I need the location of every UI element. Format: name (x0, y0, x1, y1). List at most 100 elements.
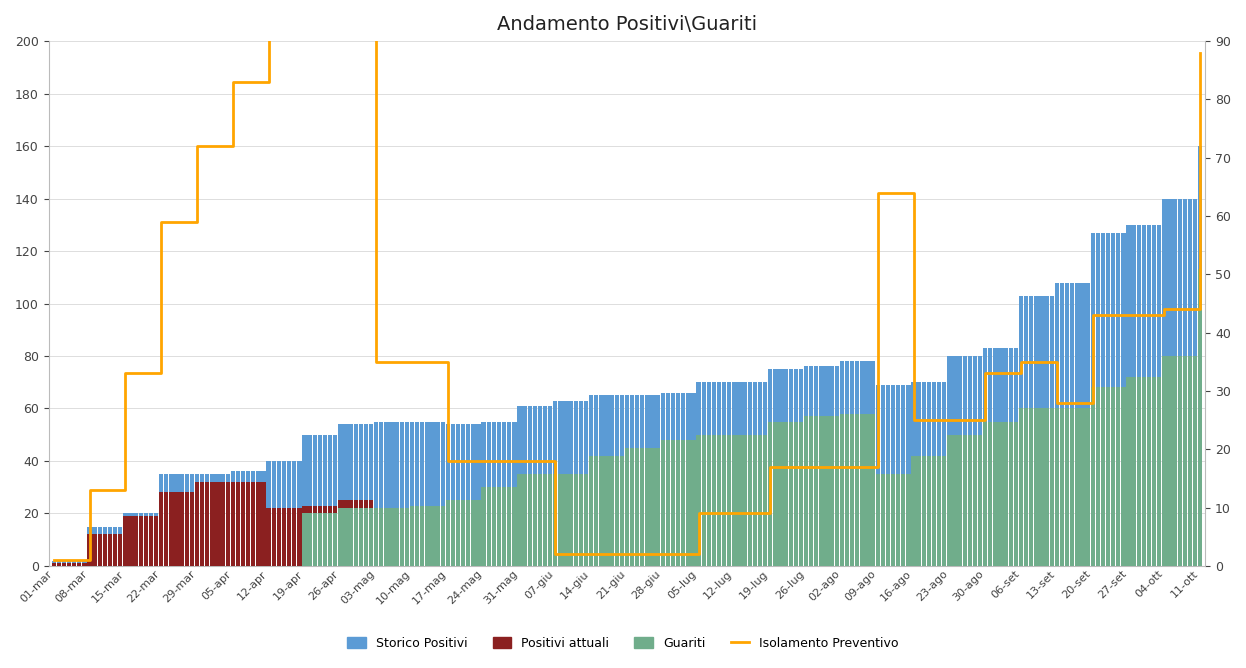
Bar (240, 482, 245, 566)
Bar (738, 435, 741, 566)
Bar (456, 500, 460, 566)
Bar (624, 395, 629, 566)
Bar (876, 555, 880, 566)
Bar (865, 413, 870, 566)
Bar (143, 516, 148, 566)
Bar (728, 435, 731, 566)
Bar (164, 492, 168, 566)
Bar (1177, 356, 1182, 566)
Bar (82, 563, 87, 566)
Bar (998, 348, 1003, 566)
Bar (1131, 474, 1136, 566)
Bar (1111, 487, 1115, 566)
Bar (221, 474, 224, 566)
Bar (395, 514, 399, 566)
Bar (56, 560, 61, 566)
Bar (906, 474, 911, 566)
Bar (830, 555, 834, 566)
Bar (502, 487, 506, 566)
Bar (118, 534, 122, 566)
Bar (497, 422, 501, 566)
Bar (1065, 283, 1069, 566)
Bar (1070, 482, 1074, 566)
Bar (927, 553, 931, 566)
Bar (911, 456, 916, 566)
Bar (102, 526, 107, 566)
Bar (133, 514, 138, 566)
Bar (123, 516, 127, 566)
Bar (292, 508, 297, 566)
Bar (1070, 408, 1074, 566)
Bar (522, 406, 527, 566)
Bar (942, 553, 947, 566)
Bar (522, 474, 527, 566)
Bar (1049, 296, 1054, 566)
Bar (287, 508, 292, 566)
Bar (82, 560, 87, 566)
Bar (1141, 377, 1146, 566)
Bar (850, 361, 855, 566)
Bar (155, 516, 158, 566)
Bar (92, 526, 97, 566)
Bar (308, 435, 312, 566)
Bar (97, 534, 102, 566)
Bar (584, 540, 588, 566)
Bar (292, 461, 297, 566)
Bar (917, 456, 921, 566)
Bar (298, 508, 302, 566)
Bar (349, 500, 353, 566)
Bar (973, 435, 977, 566)
Bar (711, 435, 716, 566)
Bar (1116, 487, 1120, 566)
Bar (630, 395, 634, 566)
Bar (952, 545, 957, 566)
Bar (1172, 198, 1176, 566)
Bar (645, 395, 649, 566)
Bar (364, 508, 368, 566)
Bar (624, 448, 629, 566)
Bar (558, 401, 563, 566)
Bar (487, 487, 491, 566)
Bar (876, 385, 880, 566)
Bar (349, 424, 353, 566)
Bar (733, 382, 736, 566)
Bar (343, 424, 348, 566)
Bar (194, 474, 199, 566)
Bar (359, 424, 363, 566)
Bar (660, 553, 665, 566)
Bar (655, 395, 660, 566)
Bar (481, 487, 486, 566)
Bar (446, 424, 450, 566)
Bar (405, 508, 409, 566)
Bar (1095, 232, 1100, 566)
Bar (635, 553, 639, 566)
Bar (1192, 356, 1197, 566)
Bar (993, 540, 998, 566)
Bar (779, 422, 782, 566)
Bar (896, 474, 901, 566)
Bar (609, 553, 614, 566)
Bar (957, 545, 962, 566)
Bar (728, 553, 731, 566)
Bar (67, 563, 71, 566)
Bar (308, 514, 312, 566)
Bar (650, 395, 654, 566)
Bar (466, 521, 471, 566)
Bar (189, 492, 194, 566)
Bar (568, 474, 573, 566)
Bar (825, 367, 829, 566)
Bar (354, 508, 358, 566)
Bar (471, 424, 476, 566)
Bar (1126, 377, 1130, 566)
Bar (947, 545, 952, 566)
Bar (716, 435, 721, 566)
Bar (1060, 283, 1064, 566)
Bar (1187, 356, 1192, 566)
Bar (303, 435, 307, 566)
Bar (235, 482, 240, 566)
Bar (179, 474, 184, 566)
Bar (1014, 422, 1018, 566)
Bar (1019, 487, 1023, 566)
Bar (471, 500, 476, 566)
Bar (589, 553, 593, 566)
